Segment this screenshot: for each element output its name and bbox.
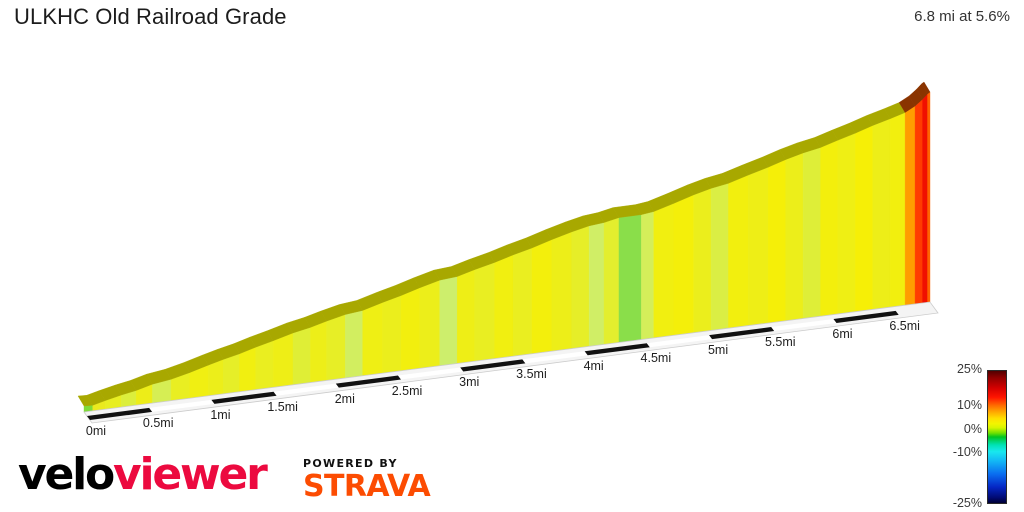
profile-segment bbox=[223, 353, 240, 395]
legend-tick-label: 25% bbox=[956, 362, 982, 376]
profile-segment bbox=[551, 231, 572, 352]
legend-tick-label: -25% bbox=[952, 496, 982, 510]
profile-segment bbox=[618, 214, 642, 343]
distance-axis-label: 1.5mi bbox=[267, 399, 298, 414]
veloviewer-logo-viewer: viewer bbox=[113, 449, 268, 500]
profile-segment bbox=[653, 203, 674, 339]
profile-segment bbox=[362, 302, 383, 376]
legend-tick-label: 0% bbox=[963, 421, 982, 436]
profile-segment bbox=[728, 174, 749, 329]
profile-segment bbox=[292, 327, 311, 386]
distance-tick-bar bbox=[149, 399, 215, 412]
profile-segment bbox=[310, 320, 327, 383]
distance-axis-label: 5.5mi bbox=[764, 335, 796, 350]
profile-segment bbox=[922, 93, 928, 304]
distance-tick-bar bbox=[335, 375, 402, 388]
profile-segment bbox=[748, 166, 769, 326]
profile-segment bbox=[382, 295, 402, 374]
profile-segment bbox=[927, 91, 931, 303]
distance-tick-bar bbox=[522, 351, 588, 364]
page-title: ULKHC Old Railroad Grade bbox=[14, 4, 287, 29]
distance-tick-bar bbox=[709, 327, 775, 340]
veloviewer-logo-velo: velo bbox=[18, 449, 115, 500]
profile-segment bbox=[345, 310, 363, 379]
profile-segment bbox=[255, 340, 274, 390]
distance-tick-bar bbox=[460, 359, 526, 372]
profile-segment bbox=[820, 139, 839, 317]
profile-segment bbox=[208, 359, 224, 397]
profile-top-facet bbox=[921, 81, 931, 95]
profile-segment bbox=[531, 239, 552, 354]
distance-tick-bar bbox=[771, 318, 837, 332]
distance-axis-label: 6.5mi bbox=[889, 318, 920, 333]
climb-profile-chart[interactable]: 0mi 0.5mi 1mi 1.5mi 2mi 2.5mi 3mi 3.5mi 4mi 4.5mi… bbox=[0, 40, 1024, 445]
distance-tick-bar bbox=[646, 335, 713, 348]
distance-tick-bar bbox=[211, 391, 277, 404]
profile-segment bbox=[588, 222, 605, 347]
distance-axis-label: 1mi bbox=[210, 407, 231, 422]
distance-tick-bar bbox=[584, 343, 650, 356]
distance-axis-label: 4mi bbox=[583, 359, 604, 374]
profile-segment bbox=[641, 211, 655, 340]
profile-segment bbox=[855, 125, 873, 312]
distance-axis-label: 6mi bbox=[832, 326, 853, 341]
distance-axis-label: 3mi bbox=[459, 375, 480, 390]
distance-tick-bar bbox=[398, 367, 464, 380]
climb-summary-stats: 6.8 mi at 5.6% bbox=[914, 8, 1010, 25]
profile-segment bbox=[693, 188, 712, 333]
profile-segment bbox=[768, 159, 786, 324]
profile-top-face bbox=[77, 81, 931, 407]
profile-segment bbox=[571, 225, 590, 349]
profile-segment bbox=[401, 287, 421, 371]
profile-segment bbox=[914, 98, 923, 305]
profile-segment bbox=[439, 276, 458, 366]
legend-tick-label: -10% bbox=[952, 445, 982, 460]
profile-segment bbox=[673, 194, 694, 336]
profile-segments bbox=[83, 91, 931, 413]
gradient-legend-bar bbox=[987, 370, 1007, 504]
distance-tick-bar bbox=[87, 407, 153, 420]
profile-segment bbox=[474, 262, 495, 362]
profile-segment bbox=[272, 332, 294, 388]
profile-segment bbox=[494, 254, 514, 359]
strava-wordmark: STRAVA bbox=[303, 469, 431, 504]
profile-segment bbox=[837, 132, 856, 315]
profile-segment bbox=[904, 105, 916, 306]
profile-3d-render bbox=[77, 81, 939, 424]
distance-axis-label: 4.5mi bbox=[640, 351, 672, 366]
profile-segment bbox=[785, 152, 804, 321]
chart-header: ULKHC Old Railroad Grade 6.8 mi at 5.6% bbox=[0, 0, 1024, 40]
profile-segment bbox=[710, 183, 729, 331]
distance-tick-bar bbox=[833, 310, 899, 323]
distance-axis-label: 2mi bbox=[334, 391, 355, 406]
profile-segment bbox=[603, 217, 620, 345]
distance-axis-label: 5mi bbox=[707, 343, 729, 358]
veloviewer-logo[interactable]: veloviewer bbox=[18, 449, 268, 500]
distance-tick-bar bbox=[273, 383, 339, 396]
profile-segment bbox=[513, 247, 533, 357]
distance-axis-label: 0mi bbox=[85, 424, 107, 438]
profile-segment bbox=[872, 118, 891, 310]
distance-axis-label: 0.5mi bbox=[142, 415, 174, 430]
distance-axis-label: 3.5mi bbox=[516, 367, 547, 382]
profile-segment bbox=[239, 346, 256, 393]
footer-branding: veloviewer POWERED BY STRAVA bbox=[0, 448, 1024, 512]
strava-attribution[interactable]: POWERED BY STRAVA bbox=[303, 457, 433, 503]
distance-axis-label: 2.5mi bbox=[391, 383, 423, 398]
gradient-legend: 25% 10% 0% -10% -25% bbox=[946, 360, 1024, 512]
profile-segment bbox=[326, 314, 346, 381]
legend-tick-label: 10% bbox=[956, 398, 982, 413]
powered-by-label: POWERED BY bbox=[303, 457, 398, 470]
profile-segment bbox=[419, 279, 441, 369]
profile-segment bbox=[802, 147, 821, 319]
distance-tick-marks bbox=[87, 310, 899, 420]
profile-segment bbox=[889, 112, 906, 308]
profile-segment bbox=[457, 269, 475, 364]
